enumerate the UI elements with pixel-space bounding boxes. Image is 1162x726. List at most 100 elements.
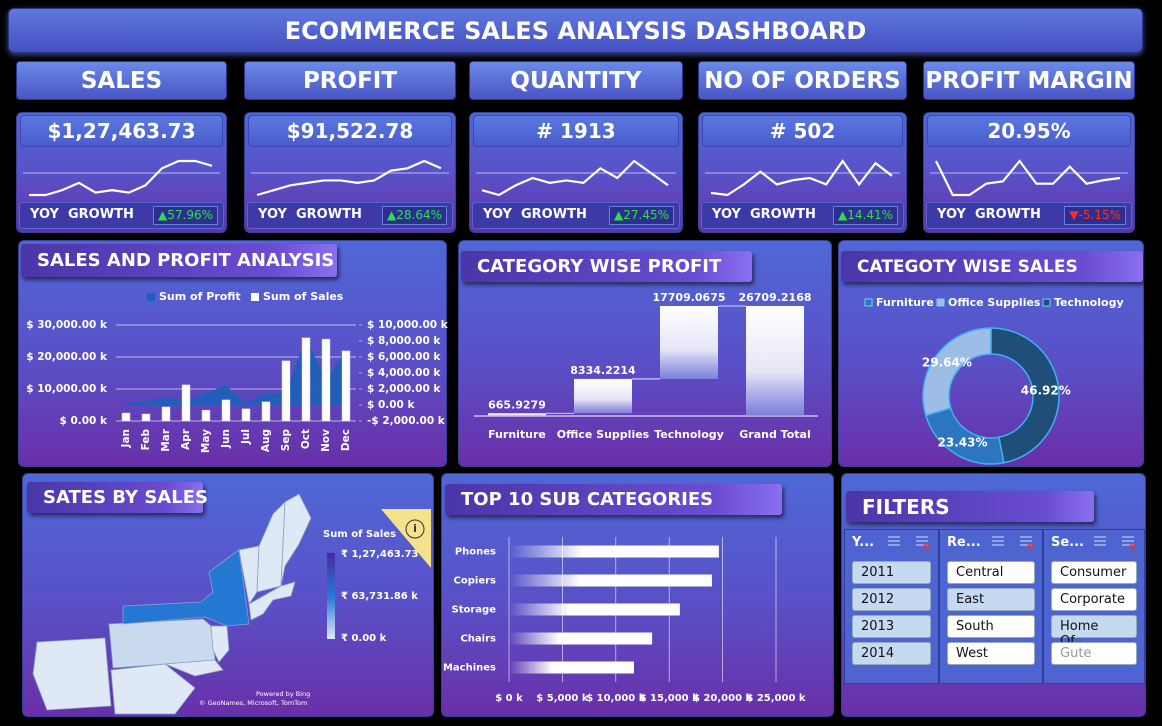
waterfall-bar — [660, 306, 718, 379]
waterfall-bar — [746, 306, 804, 416]
y2-tick-label: $ 6,000.00 k — [367, 351, 441, 363]
sparkline — [256, 159, 442, 197]
kpi-value: $1,27,463.73 — [20, 115, 223, 147]
slicer-icons — [992, 536, 1034, 550]
slicer: Re... Central East South West — [939, 529, 1043, 684]
x-tick-label: Sep — [280, 429, 292, 452]
state-shape — [210, 625, 230, 663]
growth-value: ▲28.64% — [382, 206, 447, 225]
chart-canvas: 665.9279 Furniture 8334.2214 Office Supplie… — [474, 291, 818, 441]
legend-label: ₹ 1,27,463.73 k — [341, 549, 429, 560]
kpi-value: 20.95% — [927, 115, 1131, 147]
sales-bar — [261, 401, 271, 422]
y2-tick-label: $ 8,000.00 k — [367, 335, 441, 347]
profit-area — [126, 337, 346, 405]
y-tick-label: $ 30,000.00 k — [26, 319, 108, 331]
state-shape — [110, 663, 196, 715]
slicer-item[interactable]: Corporate — [1051, 588, 1137, 611]
slicer-item[interactable]: Central — [947, 561, 1035, 584]
state-shape — [108, 618, 216, 669]
slicer-item[interactable]: West — [947, 642, 1035, 665]
sales-bar — [221, 399, 231, 422]
donut-panel: Furniture Office Supplies Technology 23.43%… — [838, 240, 1144, 467]
sales-bar — [281, 360, 291, 422]
x-tick-label: Aug — [260, 429, 272, 452]
legend-label: Sum of Sales — [263, 290, 344, 303]
icon-x — [1027, 543, 1034, 550]
x-tick-label: Jun — [220, 429, 232, 449]
sales-bar — [341, 350, 351, 422]
donut-slice — [990, 327, 1060, 464]
slicer-item[interactable]: South — [947, 615, 1035, 638]
growth-bar: YOY GROWTH ▼-5.15% — [926, 202, 1132, 229]
y-tick-label: Machines — [443, 663, 496, 674]
y-tick-label: Copiers — [454, 576, 497, 587]
sparkline — [481, 159, 669, 197]
value-label: 17709.0675 — [652, 291, 725, 304]
growth-value: ▲57.96% — [153, 206, 218, 225]
value-label: 26709.2168 — [738, 291, 811, 304]
slicer-icons — [1094, 536, 1136, 550]
kpi-label: NO OF ORDERS — [698, 61, 907, 100]
kpi-label: SALES — [16, 61, 227, 100]
kpi-card: # 1913 YOY GROWTH ▲27.45% — [469, 112, 683, 233]
panel-title: FILTERS — [846, 491, 1094, 522]
x-tick-label: Furniture — [488, 428, 546, 441]
slicer-item[interactable]: 2011 — [852, 561, 931, 584]
sales-bar — [141, 413, 151, 422]
combo-panel: $ 0.00 k $ 10,000.00 k $ 20,000.00 k $ 30,0… — [18, 240, 449, 467]
panel-title: SATES BY SALES — [27, 482, 208, 513]
data-label: 23.43% — [938, 436, 988, 450]
slicer-item[interactable]: East — [947, 588, 1035, 611]
slicer-item[interactable]: 2013 — [852, 615, 931, 638]
x-tick-label: Feb — [140, 429, 152, 451]
y2-tick-label: $ 2,000.00 k — [367, 383, 441, 395]
legend-marker — [864, 298, 873, 307]
state-shape — [32, 637, 112, 711]
panel-title: SALES AND PROFIT ANALYSIS — [21, 244, 337, 277]
x-tick-label: Apr — [180, 428, 192, 450]
kpi-label: PROFIT MARGIN — [923, 61, 1135, 100]
x-tick-label: $ 25,000 k — [746, 693, 806, 704]
legend-marker — [251, 293, 259, 301]
sales-bar — [121, 412, 131, 422]
slicer-item[interactable]: 2014 — [852, 642, 931, 665]
chart-canvas: $ 0.00 k $ 10,000.00 k $ 20,000.00 k $ 30,0… — [26, 290, 449, 453]
chart-canvas: Sum of Sales ₹ 1,27,463.73 k ₹ 63,731.86 k… — [32, 493, 431, 715]
sales-bar — [161, 406, 171, 422]
x-tick-label: $ 10,000 k — [586, 693, 646, 704]
slicer-item[interactable]: 2012 — [852, 588, 931, 611]
y-tick-label: Phones — [455, 547, 496, 558]
chart-canvas — [476, 159, 676, 197]
y-tick-label: Chairs — [460, 634, 496, 645]
slicer-icons — [888, 536, 930, 550]
y2-tick-label: $ 10,000.00 k — [367, 319, 449, 331]
kpi-value: # 502 — [702, 115, 903, 147]
slicer-item[interactable]: Gute — [1051, 642, 1137, 665]
growth-value: ▲27.45% — [609, 206, 674, 225]
legend-label: Furniture — [876, 296, 934, 309]
x-tick-label: $ 5,000 k — [536, 693, 589, 704]
legend-marker — [936, 298, 945, 307]
growth-label: YOY GROWTH — [937, 207, 1041, 222]
slicer: Y... 2011 2012 2013 2014 — [844, 529, 939, 684]
chart-canvas — [251, 159, 449, 197]
growth-bar: YOY GROWTH ▲28.64% — [247, 202, 453, 229]
y-tick-label: $ 0.00 k — [59, 415, 108, 427]
growth-bar: YOY GROWTH ▲14.41% — [701, 202, 904, 229]
sales-bar — [241, 408, 251, 422]
legend-marker — [147, 293, 155, 301]
state-shape — [248, 581, 296, 621]
kpi-card: $91,522.78 YOY GROWTH ▲28.64% — [244, 112, 456, 233]
kpi-card: $1,27,463.73 YOY GROWTH ▲57.96% — [16, 112, 227, 233]
y-tick-label: Storage — [452, 605, 497, 616]
slicer-header: Y... — [852, 535, 875, 550]
sales-bar — [201, 409, 211, 422]
slicer-item[interactable]: Home Of... — [1051, 615, 1137, 649]
state-shape — [256, 500, 286, 593]
slicer-item[interactable]: Consumer — [1051, 561, 1137, 584]
growth-bar: YOY GROWTH ▲27.45% — [472, 202, 680, 229]
kpi-card: # 502 YOY GROWTH ▲14.41% — [698, 112, 907, 233]
growth-label: YOY GROWTH — [712, 207, 816, 222]
growth-value: ▲14.41% — [833, 206, 898, 225]
